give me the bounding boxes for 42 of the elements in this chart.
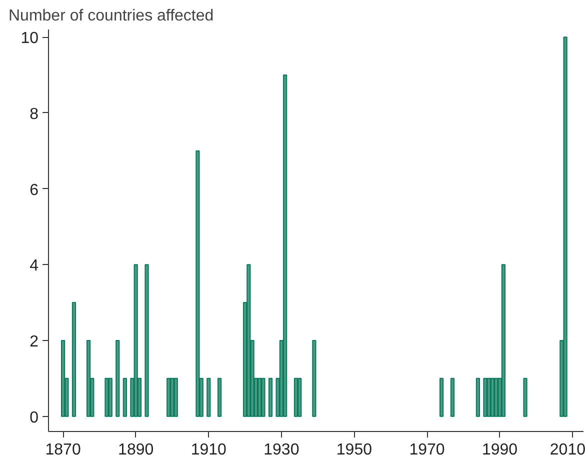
bar (218, 378, 222, 417)
y-tick-label: 0 (30, 409, 39, 426)
bar (144, 264, 149, 417)
y-axis-title: Number of countries affected (8, 8, 214, 24)
bar (476, 378, 480, 417)
bar (104, 378, 109, 417)
x-tick-label: 1890 (118, 442, 154, 458)
y-tick-label: 4 (30, 258, 39, 275)
y-tick-label: 10 (20, 30, 39, 48)
x-tick-label: 1910 (190, 442, 227, 458)
bar (283, 74, 288, 417)
bar (483, 378, 488, 417)
bar (261, 378, 266, 417)
bar (298, 378, 302, 417)
bar (122, 378, 127, 417)
bar (174, 378, 178, 417)
y-tick-label: 6 (30, 182, 39, 199)
bar (450, 378, 455, 417)
bar (268, 378, 273, 417)
y-tick-label: 8 (30, 106, 39, 123)
x-tick-label: 1870 (45, 442, 81, 458)
bar (170, 378, 174, 417)
y-tick-label: 2 (30, 333, 39, 350)
bar (440, 378, 444, 417)
bar (116, 340, 120, 417)
x-tick-label: 2010 (550, 442, 585, 458)
bar (134, 264, 138, 417)
bar (196, 150, 200, 417)
bar (246, 264, 251, 417)
bar (312, 340, 316, 417)
x-tick-label: 1990 (482, 442, 518, 458)
bar (86, 340, 91, 417)
x-tick-label: 1930 (264, 442, 300, 458)
bar (501, 264, 506, 417)
x-tick-label: 1970 (409, 442, 445, 458)
x-tick-label: 1950 (336, 442, 372, 458)
bar (61, 340, 66, 417)
bar (523, 378, 528, 417)
bar (563, 36, 568, 417)
bar (206, 378, 211, 417)
bar (108, 378, 112, 417)
bar (72, 302, 76, 417)
